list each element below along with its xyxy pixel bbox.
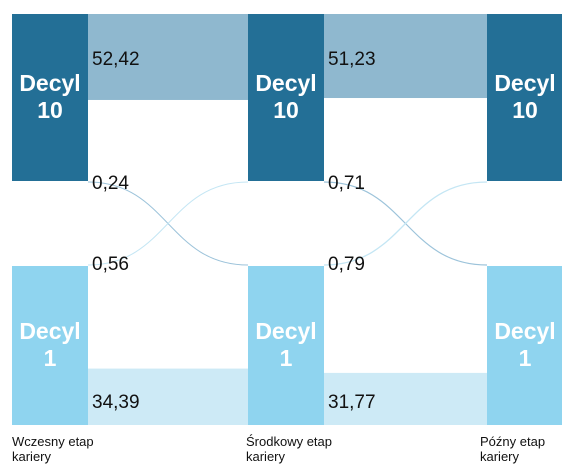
flow-band — [324, 14, 487, 99]
node-label: Decyl 10 — [19, 70, 81, 123]
value-label: 34,39 — [92, 392, 140, 413]
flow-curve — [323, 181, 488, 266]
value-label: 52,42 — [92, 49, 140, 70]
node — [12, 14, 88, 181]
node-label: Decyl 1 — [494, 318, 556, 371]
node-label: Decyl 1 — [19, 318, 81, 371]
value-label: 0,79 — [328, 254, 365, 275]
stage-label: Późny etap kariery — [480, 434, 546, 464]
flow-curve — [87, 181, 249, 266]
node — [487, 266, 562, 425]
node-label: Decyl 10 — [255, 70, 317, 123]
node — [12, 266, 88, 425]
value-label: 0,56 — [92, 254, 129, 275]
node-label: Decyl 10 — [494, 70, 556, 123]
stage-label: Wczesny etap kariery — [12, 434, 94, 464]
value-label: 0,71 — [328, 173, 365, 194]
value-label: 0,24 — [92, 173, 129, 194]
flow-band — [88, 368, 248, 425]
flow-band — [88, 14, 248, 100]
node — [248, 14, 324, 181]
node — [487, 14, 562, 181]
stage-label: Środkowy etap kariery — [246, 434, 332, 464]
value-label: 31,77 — [328, 392, 376, 413]
flow-band — [324, 372, 487, 425]
node-label: Decyl 1 — [255, 318, 317, 371]
value-label: 51,23 — [328, 49, 376, 70]
node — [248, 266, 324, 425]
